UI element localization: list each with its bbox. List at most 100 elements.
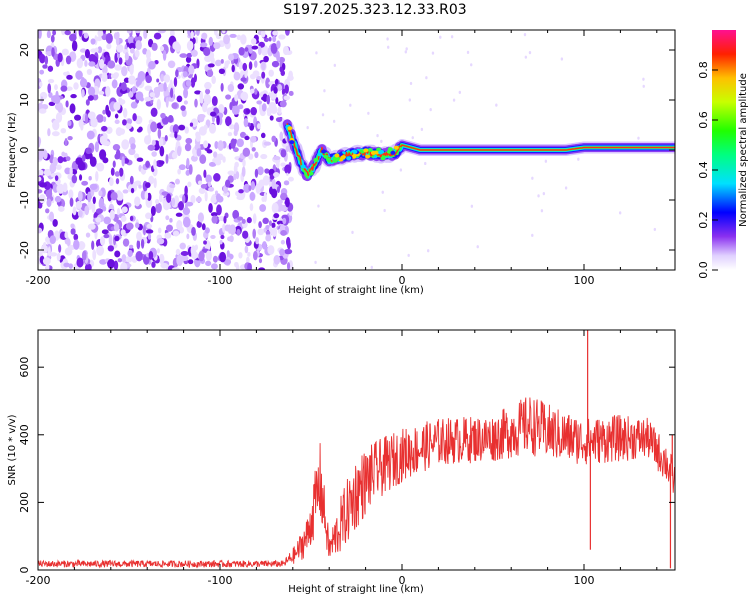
spectrogram-noise-blob bbox=[84, 60, 88, 67]
spectrogram-noise-blob bbox=[279, 100, 287, 108]
spectrogram-noise-blob bbox=[122, 238, 130, 247]
spectrogram-faint-speck bbox=[376, 134, 379, 138]
spectrogram-noise-blob bbox=[151, 261, 156, 268]
spectrogram-noise-blob bbox=[163, 82, 167, 92]
spectrogram-noise-blob bbox=[145, 85, 150, 91]
spectrogram-noise-blob bbox=[115, 44, 124, 53]
spectrogram-faint-speck bbox=[380, 139, 383, 143]
spectrogram-noise-blob bbox=[73, 233, 79, 241]
spectrogram-noise-blob bbox=[38, 176, 42, 182]
spectrogram-noise-blob bbox=[99, 135, 108, 146]
spectrogram-noise-blob bbox=[109, 209, 115, 221]
spectrogram-noise-blob bbox=[224, 179, 231, 188]
spectrogram-noise-blob bbox=[96, 245, 105, 256]
spectrogram-noise-blob bbox=[237, 83, 245, 90]
spectrogram-noise-blob bbox=[175, 212, 183, 217]
spectrogram-faint-speck bbox=[642, 77, 645, 81]
spectrogram-noise-blob bbox=[165, 154, 169, 164]
spectrogram-noise-blob bbox=[262, 217, 269, 225]
spectrogram-noise-blob bbox=[248, 153, 254, 160]
spectrogram-faint-speck bbox=[306, 126, 309, 130]
spectrogram-noise-blob bbox=[139, 96, 144, 102]
signal-track-blob bbox=[380, 156, 386, 161]
spectrogram-ylabel: Frequency (Hz) bbox=[7, 112, 18, 188]
spectrogram-noise-blob bbox=[147, 192, 152, 202]
spectrogram-noise-blob bbox=[173, 195, 180, 205]
spectrogram-noise-blob bbox=[169, 218, 173, 223]
spectrogram-noise-blob bbox=[84, 48, 91, 59]
spectrogram-noise-blob bbox=[282, 45, 290, 56]
spectrogram-faint-speck bbox=[425, 76, 428, 80]
spectrogram-noise-blob bbox=[158, 137, 164, 148]
spectrogram-noise-blob bbox=[135, 40, 142, 51]
spectrogram-faint-speck bbox=[531, 176, 534, 180]
spectrogram-faint-speck bbox=[458, 90, 462, 94]
spectrogram-noise-blob bbox=[124, 52, 129, 61]
spectrogram-noise-blob bbox=[74, 114, 82, 121]
spectrogram-noise-blob bbox=[103, 216, 111, 225]
spectrogram-noise-blob bbox=[108, 234, 113, 246]
spectrogram-noise-blob bbox=[275, 117, 283, 123]
spectrogram-noise-blob bbox=[248, 44, 253, 54]
spectrogram-noise-blob bbox=[88, 176, 92, 181]
spectrogram-noise-blob bbox=[216, 115, 220, 126]
spectrogram-noise-blob bbox=[150, 205, 156, 217]
spectrogram-noise-blob bbox=[47, 246, 51, 257]
snr-background bbox=[38, 330, 675, 570]
spectrogram-noise-blob bbox=[107, 245, 115, 252]
spectrogram-noise-blob bbox=[201, 223, 206, 231]
spectrogram-noise-blob bbox=[265, 234, 272, 242]
spectrogram-noise-blob bbox=[38, 227, 43, 234]
snr-series bbox=[38, 330, 675, 569]
spectrogram-noise-blob bbox=[39, 53, 46, 64]
spec-ytick-label-4: 20 bbox=[18, 43, 31, 57]
spectrogram-noise-blob bbox=[89, 156, 97, 167]
spectrogram-noise-blob bbox=[284, 248, 293, 255]
spectrogram-noise-blob bbox=[240, 77, 247, 82]
spectrogram-noise-blob bbox=[48, 101, 56, 106]
spectrogram-noise-blob bbox=[134, 196, 141, 207]
spectrogram-noise-blob bbox=[208, 36, 214, 46]
signal-track-blob bbox=[326, 157, 332, 162]
spectrogram-noise-blob bbox=[210, 196, 218, 204]
spectrogram-noise-blob bbox=[175, 69, 179, 78]
spectrogram-noise-blob bbox=[249, 191, 256, 202]
spectrogram-noise-blob bbox=[189, 122, 194, 127]
spec-xtick-label-1: -100 bbox=[208, 274, 233, 287]
spectrogram-noise-blob bbox=[143, 30, 148, 40]
spectrogram-noise-blob bbox=[194, 90, 202, 95]
spectrogram-noise-blob bbox=[38, 136, 41, 148]
spectrogram-noise-blob bbox=[210, 263, 218, 270]
spectrogram-noise-blob bbox=[134, 180, 142, 186]
snr-ytick-label-3: 600 bbox=[18, 357, 31, 378]
spectrogram-noise-blob bbox=[145, 212, 152, 220]
spectrogram-noise-blob bbox=[52, 30, 57, 36]
spectrogram-noise-blob bbox=[176, 95, 183, 103]
spectrogram-noise-blob bbox=[278, 34, 286, 40]
spectrogram-noise-blob bbox=[95, 208, 103, 214]
spectrogram-noise-blob bbox=[258, 267, 266, 270]
spectrogram-noise-blob bbox=[265, 230, 271, 236]
spectrogram-noise-blob bbox=[117, 258, 123, 263]
spectrogram-faint-speck bbox=[411, 136, 414, 140]
spectrogram-noise-blob bbox=[115, 36, 120, 46]
spectrogram-noise-blob bbox=[263, 55, 269, 63]
spectrogram-noise-blob bbox=[283, 180, 290, 186]
spectrogram-noise-blob bbox=[202, 102, 208, 113]
spectrogram-frame bbox=[37, 29, 676, 271]
spectrogram-noise-blob bbox=[56, 252, 61, 262]
spectrogram-noise-blob bbox=[106, 110, 111, 118]
signal-track-blob bbox=[340, 155, 346, 160]
spectrogram-noise-blob bbox=[52, 218, 58, 227]
spectrogram-noise-blob bbox=[88, 61, 96, 67]
spectrogram-noise-blob bbox=[129, 47, 135, 54]
spectrogram-noise-blob bbox=[176, 145, 182, 157]
spectrogram-noise-blob bbox=[177, 168, 181, 175]
spectrogram-noise-blob bbox=[147, 233, 152, 240]
spectrogram-noise-blob bbox=[114, 250, 121, 258]
spectrogram-noise-blob bbox=[144, 96, 152, 102]
spectrogram-noise-blob bbox=[263, 37, 269, 43]
spectrogram-noise-blob bbox=[38, 189, 43, 194]
spectrogram-noise-blob bbox=[268, 36, 272, 42]
